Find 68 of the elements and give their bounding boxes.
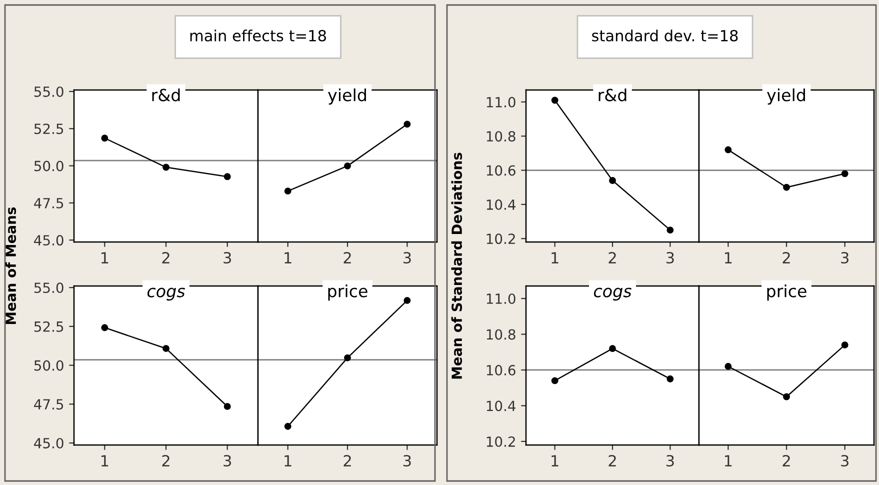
y-tick-label: 50.0: [34, 160, 64, 172]
chart-title: cogs: [147, 288, 185, 301]
x-tick-label: 2: [162, 454, 170, 466]
x-tick-label: 2: [162, 252, 170, 264]
y-axis-title: Mean of Means: [5, 207, 16, 324]
y-tick-label: 10.2: [486, 234, 515, 244]
x-tick-label: 3: [841, 252, 848, 264]
x-tick-label: 2: [782, 252, 790, 264]
chart-title: r&d: [152, 88, 180, 102]
text: main effects t=18: [190, 30, 326, 42]
y-tick-label: 10.6: [486, 364, 516, 376]
point: [609, 177, 616, 184]
chart-title: price: [328, 284, 368, 301]
y-tick-label: 10.2: [486, 436, 515, 447]
x-tick-label: 2: [608, 454, 616, 466]
x-tick-label: 3: [666, 454, 674, 467]
point: [551, 96, 558, 104]
x-tick-label: 2: [344, 252, 351, 264]
y-tick-label: 10.8: [486, 329, 516, 340]
y-tick-label: 52.5: [34, 321, 64, 332]
y-tick-label: 45.0: [34, 235, 64, 246]
chart-title: r&d: [598, 88, 626, 102]
point: [101, 134, 108, 142]
x-tick-label: 1: [724, 252, 732, 264]
y-tick-label: 47.5: [34, 399, 64, 410]
y-tick-label: 55.0: [34, 282, 64, 294]
point: [224, 402, 231, 410]
x-tick-label: 3: [224, 454, 231, 467]
x-tick-label: 1: [552, 455, 558, 466]
x-tick-label: 1: [724, 455, 732, 466]
y-tick-label: 10.4: [486, 199, 516, 210]
chart-title: cogs: [594, 288, 632, 301]
x-tick-label: 3: [666, 252, 674, 264]
x-tick-label: 1: [284, 455, 292, 466]
point: [162, 164, 170, 171]
point: [666, 226, 674, 234]
chart-title: price: [767, 284, 806, 301]
y-tick-label: 10.4: [486, 400, 516, 412]
y-tick-label: 47.5: [34, 198, 64, 208]
chart-title: yield: [767, 88, 805, 105]
x-tick-label: 1: [101, 455, 108, 466]
point: [101, 324, 108, 332]
y-tick-label: 55.0: [34, 86, 64, 97]
y-tick-label: 11.0: [486, 96, 516, 108]
text: standard dev. t=18: [592, 30, 738, 42]
y-tick-label: 52.5: [34, 124, 64, 134]
x-tick-label: 3: [403, 252, 411, 264]
point: [666, 375, 674, 382]
y-tick-label: 11.0: [486, 293, 516, 304]
y-tick-label: 10.6: [486, 165, 516, 176]
x-tick-label: 1: [101, 252, 108, 264]
x-tick-label: 2: [782, 454, 790, 466]
point: [551, 377, 558, 384]
y-tick-label: 10.8: [486, 131, 516, 142]
y-tick-label: 50.0: [34, 360, 64, 371]
point: [162, 345, 170, 352]
y-axis-title: Mean of Standard Deviations: [451, 152, 462, 379]
point: [224, 173, 231, 180]
x-tick-label: 1: [552, 252, 558, 264]
x-tick-label: 2: [608, 252, 616, 264]
x-tick-label: 3: [403, 454, 411, 467]
x-tick-label: 3: [841, 454, 848, 467]
x-tick-label: 3: [224, 252, 231, 264]
chart-title: yield: [328, 88, 366, 105]
x-tick-label: 2: [344, 454, 351, 466]
x-tick-label: 1: [284, 252, 292, 264]
y-tick-label: 45.0: [34, 438, 64, 448]
point: [609, 345, 616, 352]
